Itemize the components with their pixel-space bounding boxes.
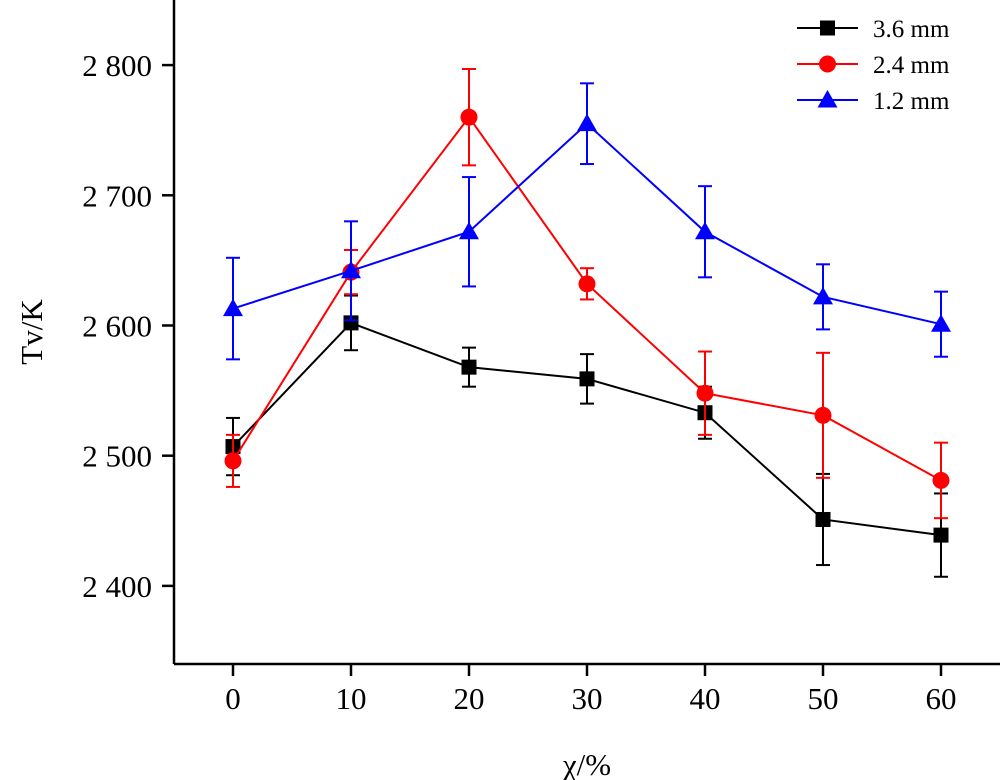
data-point	[814, 406, 832, 424]
data-point	[343, 315, 359, 331]
y-axis-title: Tv/K	[14, 299, 49, 365]
legend-label: 3.6 mm	[873, 16, 950, 43]
data-point	[933, 527, 949, 543]
x-tick-label: 40	[690, 681, 721, 716]
data-point	[578, 275, 596, 293]
data-point	[461, 359, 477, 375]
y-tick-label: 2 400	[82, 569, 152, 604]
x-tick-label: 10	[336, 681, 367, 716]
y-tick-label: 2 500	[82, 439, 152, 474]
x-axis-title: χ/%	[562, 747, 611, 780]
data-point	[460, 108, 478, 126]
legend-marker	[820, 20, 835, 36]
data-point	[815, 511, 831, 527]
data-point	[579, 371, 595, 387]
y-tick-label: 2 700	[82, 178, 152, 213]
data-point	[696, 384, 714, 402]
x-tick-label: 50	[808, 681, 839, 716]
data-point	[577, 113, 597, 132]
data-point	[931, 314, 951, 332]
legend-label: 1.2 mm	[873, 88, 950, 115]
data-point	[695, 221, 715, 240]
x-tick-label: 30	[572, 681, 603, 716]
legend: 3.6 mm 2.4 mm 1.2 mm	[797, 16, 950, 115]
y-tick-label: 2 600	[82, 308, 152, 343]
x-tick-label: 20	[454, 681, 485, 716]
legend-marker	[817, 90, 838, 108]
legend-label: 2.4 mm	[873, 52, 950, 79]
y-tick-label: 2 800	[82, 48, 152, 83]
series-layer	[223, 68, 951, 578]
series-0	[225, 294, 949, 578]
data-point	[224, 452, 242, 470]
axes: 2 400 2 500 2 600 2 700 2 800 0 10 20 30 40 50 60	[82, 0, 1000, 716]
data-point	[459, 221, 479, 240]
data-point	[341, 260, 361, 279]
x-tick-label: 0	[225, 681, 241, 716]
data-point	[813, 286, 833, 305]
data-point	[932, 471, 950, 489]
series-2	[223, 82, 951, 361]
data-point	[223, 298, 243, 317]
legend-marker	[819, 55, 836, 73]
x-tick-label: 60	[926, 681, 957, 716]
